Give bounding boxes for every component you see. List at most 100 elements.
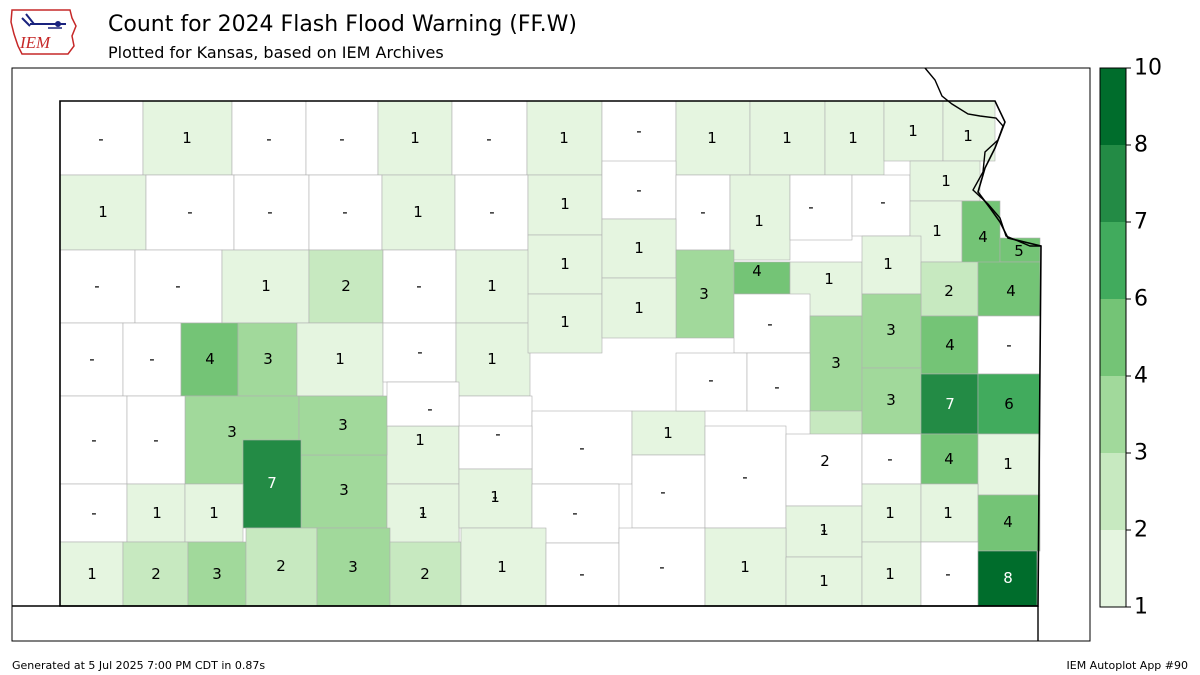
county-count-label: - xyxy=(98,130,103,148)
county-shape xyxy=(977,433,1041,496)
county-shape xyxy=(531,483,620,544)
county-shape xyxy=(733,293,811,354)
county-shape xyxy=(631,454,706,529)
county-shape xyxy=(977,373,1041,435)
county-count-label: - xyxy=(486,130,491,148)
county-shape xyxy=(145,174,235,251)
county-shape xyxy=(59,483,128,543)
county-shape xyxy=(455,322,531,397)
county-shape xyxy=(122,322,182,397)
county-count-label: 1 xyxy=(663,424,673,442)
colorbar-tick-label: 8 xyxy=(1134,133,1148,158)
county-count-label: 1 xyxy=(410,129,420,147)
county-count-label: - xyxy=(659,558,664,576)
county-shape xyxy=(601,218,677,279)
county-shape xyxy=(300,454,388,529)
county-count-label: 1 xyxy=(754,212,764,230)
county-shape xyxy=(377,100,453,176)
chart-subtitle: Plotted for Kansas, based on IEM Archive… xyxy=(108,43,444,62)
county-count-label: 1 xyxy=(418,504,428,522)
county-shape xyxy=(920,541,979,607)
county-count-label: - xyxy=(94,277,99,295)
county-shape xyxy=(316,527,391,607)
county-count-label: 1 xyxy=(559,129,569,147)
county-count-label: 3 xyxy=(886,391,896,409)
county-count-label: 4 xyxy=(205,350,215,368)
colorbar-segment xyxy=(1100,145,1126,222)
colorbar-tick-label: 2 xyxy=(1134,518,1148,543)
county-count-label: 1 xyxy=(560,195,570,213)
county-shape xyxy=(920,315,979,375)
county-count-label: 3 xyxy=(699,285,709,303)
county-count-label: 2 xyxy=(820,452,830,470)
county-shape xyxy=(704,527,787,607)
county-shape xyxy=(386,483,460,544)
county-shape xyxy=(187,541,247,607)
county-shape xyxy=(527,234,603,295)
county-count-label: 1 xyxy=(560,313,570,331)
county-count-label: 1 xyxy=(883,255,893,273)
county-count-label: - xyxy=(774,378,779,396)
county-count-label: 1 xyxy=(98,203,108,221)
county-shape xyxy=(458,468,533,529)
county-shape xyxy=(389,541,462,607)
county-count-label: 1 xyxy=(819,572,829,590)
county-count-label: - xyxy=(175,277,180,295)
county-count-label: - xyxy=(660,483,665,501)
county-shape xyxy=(245,527,318,607)
county-count-label: 3 xyxy=(263,350,273,368)
county-count-label: 1 xyxy=(943,504,953,522)
county-count-label: 4 xyxy=(978,228,988,246)
county-count-label: 1 xyxy=(413,203,423,221)
county-shape xyxy=(460,527,547,607)
county-shape xyxy=(527,293,603,354)
county-shape xyxy=(59,100,144,176)
county-shape xyxy=(382,322,457,383)
county-count-label: 3 xyxy=(831,354,841,372)
county-count-label: - xyxy=(266,130,271,148)
county-shape xyxy=(526,100,603,176)
county-count-label: 1 xyxy=(490,488,500,506)
chart-title: Count for 2024 Flash Flood Warning (FF.W… xyxy=(108,12,577,37)
county-count-label: 3 xyxy=(886,321,896,339)
colorbar-tick-label: 4 xyxy=(1134,364,1148,389)
county-count-label: - xyxy=(636,122,641,140)
map-frame xyxy=(11,67,1091,642)
county-count-label: 1 xyxy=(941,172,951,190)
county-count-label: 1 xyxy=(634,239,644,257)
county-count-label: - xyxy=(700,203,705,221)
county-count-label: 2 xyxy=(276,557,286,575)
county-count-label: - xyxy=(149,350,154,368)
county-shape xyxy=(675,352,748,412)
county-shape xyxy=(545,542,620,607)
county-count-label: - xyxy=(267,203,272,221)
generated-timestamp: Generated at 5 Jul 2025 7:00 PM CDT in 0… xyxy=(12,659,266,672)
county-shape xyxy=(458,425,533,470)
county-count-label: 4 xyxy=(944,450,954,468)
county-count-label: 1 xyxy=(335,350,345,368)
county-shape xyxy=(729,174,791,261)
county-count-label: - xyxy=(579,565,584,583)
county-count-label: 4 xyxy=(752,262,762,280)
county-shape xyxy=(675,100,751,176)
colorbar-segment xyxy=(1100,530,1126,607)
county-count-label: - xyxy=(420,504,425,522)
county-shape xyxy=(455,249,531,324)
county-count-label: 3 xyxy=(212,565,222,583)
county-shape xyxy=(675,249,735,339)
county-shape xyxy=(824,100,885,176)
county-count-label: - xyxy=(417,343,422,361)
county-count-label: 5 xyxy=(1014,242,1024,260)
county-count-label: - xyxy=(887,450,892,468)
county-count-label: 6 xyxy=(1004,395,1014,413)
county-shape xyxy=(785,556,863,607)
county-count-label: 1 xyxy=(634,299,644,317)
county-shape xyxy=(126,483,186,543)
colorbar-tick-label: 10 xyxy=(1134,56,1162,81)
county-count-label: 4 xyxy=(1003,513,1013,531)
county-shape xyxy=(861,235,922,295)
county-count-label: 2 xyxy=(151,565,161,583)
county-count-label: 1 xyxy=(560,255,570,273)
county-shape xyxy=(454,174,529,251)
county-count-label: 7 xyxy=(945,395,955,413)
